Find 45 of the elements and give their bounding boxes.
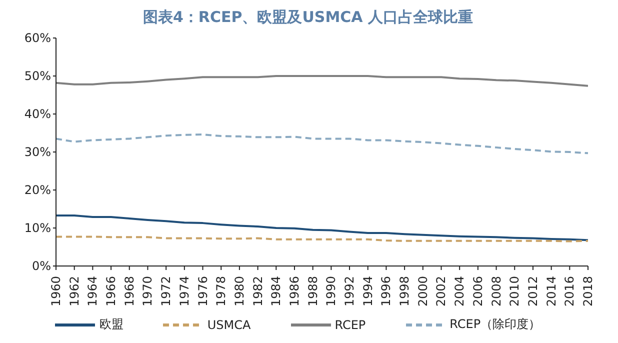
x-tick-label: 1982 — [250, 276, 265, 307]
x-tick-label: 1972 — [159, 276, 174, 307]
x-tick-label: 1974 — [177, 276, 192, 307]
x-tick-label: 1986 — [287, 276, 302, 307]
x-tick-label: 1970 — [140, 276, 155, 307]
x-tick-label: 1990 — [324, 276, 338, 307]
x-tick-label: 1962 — [67, 276, 82, 307]
line-series — [56, 134, 588, 154]
x-tick-label: 2004 — [452, 276, 467, 307]
x-tick-label: 1976 — [196, 276, 210, 307]
legend-label: RCEP（除印度） — [450, 316, 541, 333]
chart-title: 图表4：RCEP、欧盟及USMCA 人口占全球比重 — [142, 8, 474, 27]
x-tick-label: 2000 — [416, 276, 430, 307]
x-tick-label: 1966 — [104, 276, 118, 307]
x-tick-label: 2006 — [470, 276, 485, 307]
line-series — [56, 214, 588, 242]
x-tick-label: 2018 — [581, 276, 595, 307]
y-tick-label: 20% — [24, 183, 51, 197]
x-tick-label: 2010 — [508, 276, 522, 307]
y-tick-label: 10% — [24, 221, 51, 235]
x-tick-label: 2002 — [434, 276, 448, 307]
x-tick-label: 1996 — [379, 276, 394, 307]
x-tick-label: 1960 — [49, 276, 63, 307]
y-tick-label: 30% — [24, 145, 51, 159]
line-series — [56, 75, 588, 87]
x-tick-label: 2008 — [489, 276, 504, 307]
legend-label: 欧盟 — [99, 316, 124, 333]
y-tick-label: 50% — [24, 69, 51, 83]
legend-label: RCEP — [334, 318, 366, 332]
x-tick-label: 1978 — [214, 276, 228, 307]
x-tick-label: 2014 — [544, 276, 558, 307]
y-tick-label: 0% — [32, 259, 51, 273]
x-tick-label: 1998 — [398, 276, 412, 307]
y-tick-label: 40% — [24, 107, 51, 121]
x-tick-label: 1964 — [86, 276, 100, 307]
x-tick-label: 1968 — [122, 276, 136, 307]
x-tick-label: 1994 — [360, 276, 375, 307]
x-tick-label: 1980 — [232, 276, 246, 307]
x-tick-label: 1992 — [342, 276, 357, 307]
x-tick-label: 2016 — [562, 276, 577, 307]
x-tick-label: 1988 — [306, 276, 320, 307]
y-tick-label: 60% — [24, 31, 51, 45]
x-tick-label: 2012 — [526, 276, 540, 307]
legend-label: USMCA — [207, 318, 251, 332]
x-tick-label: 1984 — [269, 276, 284, 307]
